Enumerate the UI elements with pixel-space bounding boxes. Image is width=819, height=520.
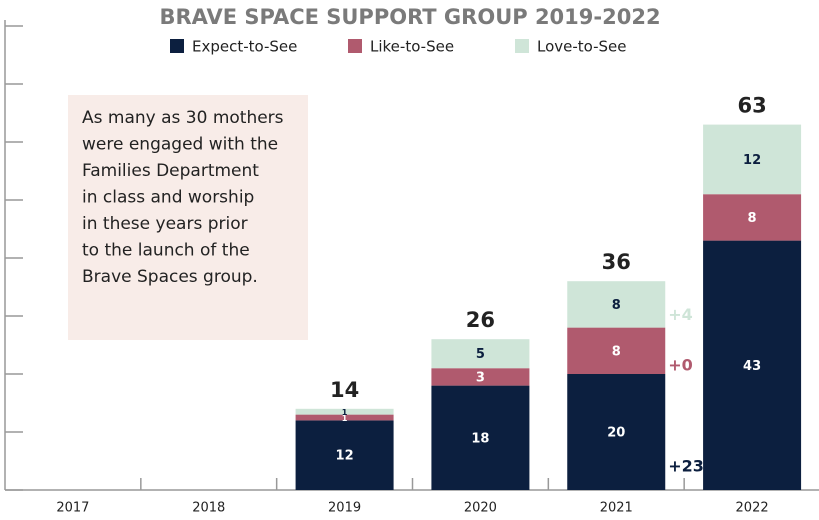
note-box [68,95,308,340]
note-line: in these years prior [82,214,248,234]
x-tick-label: 2019 [328,501,361,516]
legend-label: Love-to-See [537,38,627,56]
bar-segment [295,414,394,421]
value-label: 12 [336,449,354,464]
note-line: Families Department [82,161,259,181]
bar-segment [567,327,666,374]
legend-swatch [170,39,184,53]
x-tick-label: 2020 [464,501,497,516]
x-tick-label: 2018 [192,501,225,516]
x-tick-label: 2017 [56,501,89,516]
value-label: 3 [476,370,485,385]
annotation: +23 [668,457,704,476]
bar-segment [703,124,802,195]
bar-segment [703,194,802,241]
bar-segment [567,374,666,490]
note-line: As many as 30 mothers [82,108,284,128]
value-label: 8 [612,344,621,359]
bar-segment [295,420,394,490]
bar-segment [295,408,394,415]
annotation: +4 [668,305,693,324]
value-label: 1 [342,407,348,417]
annotation: +0 [668,355,693,374]
bar-segment [431,368,530,386]
legend-swatch [515,39,529,53]
note-line: were engaged with the [82,135,278,155]
value-label: 43 [743,359,761,374]
value-label: 8 [748,211,757,226]
bar-segment [431,385,530,490]
value-label: 18 [471,431,489,446]
total-label: 36 [602,250,631,274]
chart-title: BRAVE SPACE SUPPORT GROUP 2019-2022 [159,5,660,29]
bar-segment [567,281,666,328]
total-label: 14 [330,378,359,402]
total-label: 26 [466,308,495,332]
note-line: in class and worship [82,188,254,208]
value-label: 20 [607,426,625,441]
legend-label: Like-to-See [370,38,454,56]
total-label: 63 [737,94,766,118]
x-tick-label: 2021 [600,501,633,516]
value-label: 1 [342,413,348,423]
note-line: to the launch of the [82,241,250,261]
x-tick-label: 2022 [736,501,769,516]
bar-segment [431,339,530,369]
value-label: 12 [743,153,761,168]
note-line: Brave Spaces group. [82,267,258,287]
legend-label: Expect-to-See [192,38,297,56]
value-label: 5 [476,347,485,362]
value-label: 8 [612,298,621,313]
legend-swatch [348,39,362,53]
bar-segment [703,240,802,490]
